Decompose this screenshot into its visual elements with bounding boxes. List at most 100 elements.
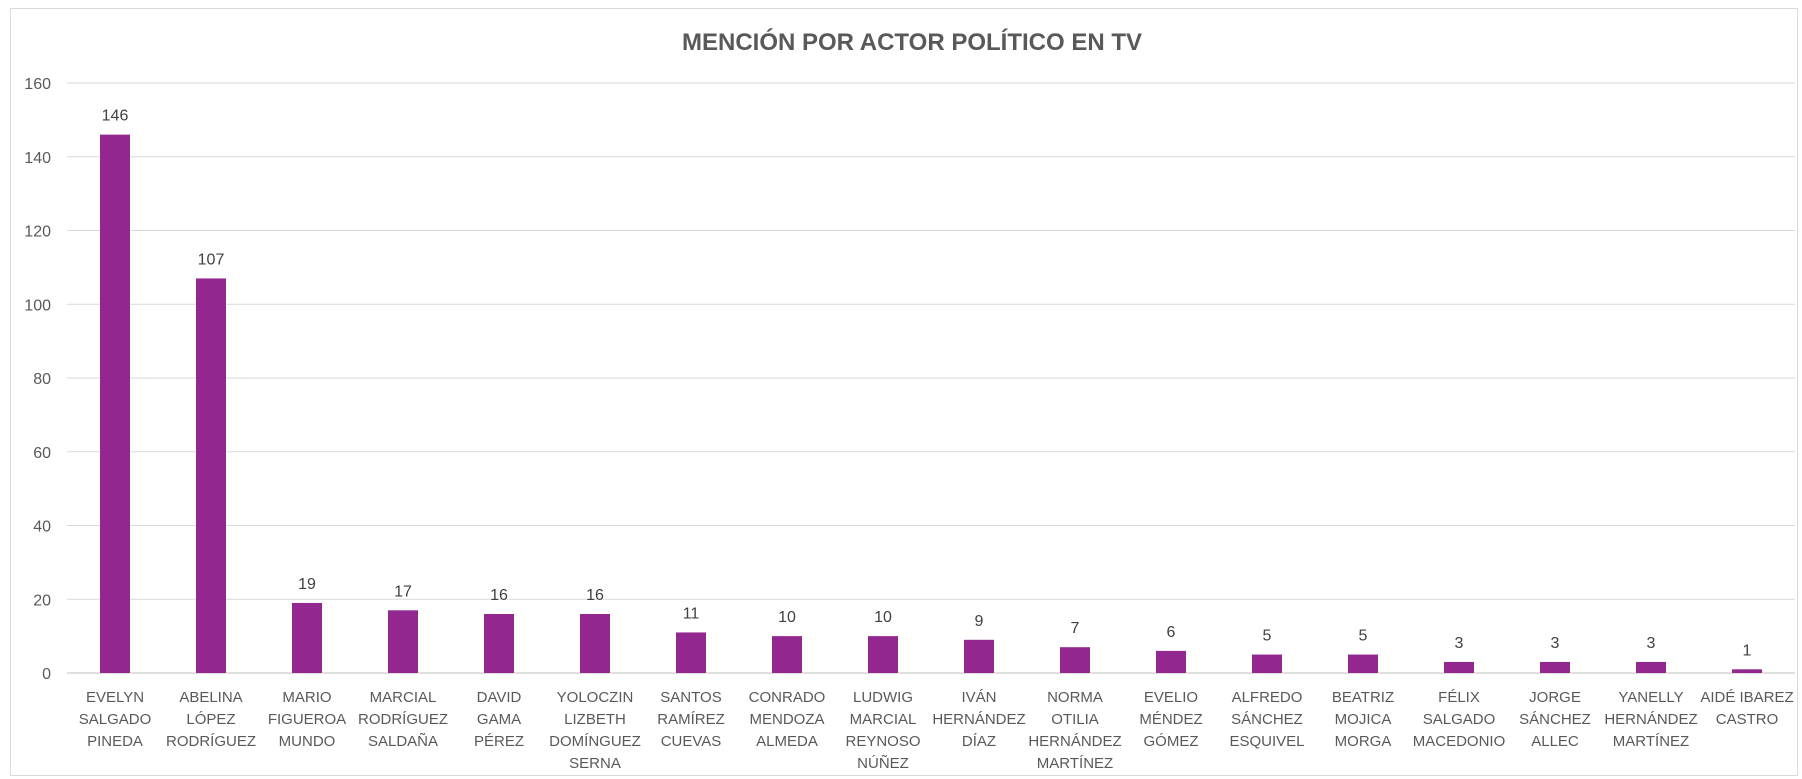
category-label: SANTOS — [660, 689, 721, 706]
category-label: MARCIAL — [850, 711, 917, 728]
category-label: HERNÁNDEZ — [932, 711, 1025, 728]
bar — [964, 639, 994, 673]
category-label: RODRÍGUEZ — [166, 733, 256, 750]
y-tick-label: 140 — [24, 150, 51, 167]
category-label: JORGE — [1529, 689, 1581, 706]
data-label: 3 — [1647, 635, 1656, 652]
category-label: CUEVAS — [661, 733, 722, 750]
bar — [388, 610, 418, 673]
bars — [100, 134, 1762, 673]
bar — [196, 278, 226, 673]
category-label: DÍAZ — [962, 733, 996, 750]
category-label: ABELINA — [179, 689, 242, 706]
data-label: 3 — [1455, 635, 1464, 652]
category-label: REYNOSO — [845, 733, 920, 750]
category-label: LÓPEZ — [186, 711, 235, 728]
gridlines — [67, 82, 1795, 674]
data-label: 6 — [1167, 624, 1176, 641]
data-label: 11 — [683, 605, 700, 622]
y-tick-label: 80 — [33, 371, 51, 388]
category-label: FÉLIX — [1438, 689, 1480, 706]
category-label: LUDWIG — [853, 689, 913, 706]
category-label: RAMÍREZ — [657, 711, 725, 728]
bar — [1060, 647, 1090, 673]
data-label: 1 — [1743, 642, 1752, 659]
category-label: ALMEDA — [756, 733, 818, 750]
bar — [292, 602, 322, 673]
category-label: FIGUEROA — [268, 711, 346, 728]
category-label: SALDAÑA — [368, 733, 438, 750]
bar — [1156, 650, 1186, 673]
category-label: LIZBETH — [564, 711, 626, 728]
category-label: ALFREDO — [1232, 689, 1303, 706]
category-labels: EVELYN SALGADO PINEDA ABELINA LÓPEZ RODRÍGUEZ… — [79, 689, 1794, 772]
y-tick-label: 60 — [33, 445, 51, 462]
data-label: 17 — [394, 583, 412, 600]
bar — [580, 614, 610, 673]
data-label: 10 — [778, 609, 796, 626]
bar — [868, 636, 898, 673]
y-axis-ticks: 0 20 40 60 80 100 120 140 160 — [24, 76, 51, 683]
category-label: DOMÍNGUEZ — [549, 733, 641, 750]
category-label: PINEDA — [87, 733, 143, 750]
category-label: BEATRIZ — [1332, 689, 1394, 706]
category-label: MARTÍNEZ — [1037, 755, 1113, 772]
category-label: SÁNCHEZ — [1519, 711, 1591, 728]
category-label: CASTRO — [1716, 711, 1779, 728]
data-label: 3 — [1551, 635, 1560, 652]
category-label: EVELYN — [86, 689, 144, 706]
y-tick-label: 20 — [33, 592, 51, 609]
y-tick-label: 160 — [24, 76, 51, 93]
data-label: 5 — [1263, 628, 1272, 645]
category-label: ALLEC — [1531, 733, 1579, 750]
category-label: RODRÍGUEZ — [358, 711, 448, 728]
category-label: MÉNDEZ — [1139, 711, 1202, 728]
y-tick-label: 120 — [24, 224, 51, 241]
bar — [1252, 654, 1282, 673]
data-label: 107 — [198, 251, 225, 268]
data-label: 16 — [586, 587, 604, 604]
data-label: 16 — [490, 587, 508, 604]
bar — [1732, 669, 1762, 673]
category-label: MARTÍNEZ — [1613, 733, 1689, 750]
bar — [484, 614, 514, 673]
category-label: PÉREZ — [474, 733, 524, 750]
data-labels: 146 107 19 17 16 16 11 10 10 9 7 6 5 5 3 3 3 1 — [102, 108, 1752, 660]
category-label: HERNÁNDEZ — [1028, 733, 1121, 750]
category-label: OTILIA — [1051, 711, 1099, 728]
y-tick-label: 0 — [42, 666, 51, 683]
y-tick-label: 40 — [33, 519, 51, 536]
bar — [1444, 661, 1474, 673]
data-label: 9 — [975, 613, 984, 630]
category-label: SERNA — [569, 755, 621, 772]
bar — [772, 636, 802, 673]
category-label: MENDOZA — [750, 711, 825, 728]
bar — [100, 134, 130, 673]
category-label: MORGA — [1335, 733, 1392, 750]
category-label: MUNDO — [279, 733, 336, 750]
data-label: 19 — [298, 576, 316, 593]
category-label: DAVID — [477, 689, 522, 706]
category-label: CONRADO — [749, 689, 826, 706]
data-label: 146 — [102, 108, 129, 125]
category-label: AIDÉ IBAREZ — [1700, 689, 1793, 706]
category-label: IVÁN — [961, 689, 996, 706]
bar — [1636, 661, 1666, 673]
category-label: YANELLY — [1618, 689, 1683, 706]
bar — [676, 632, 706, 673]
data-label: 7 — [1071, 620, 1080, 637]
category-label: GAMA — [477, 711, 521, 728]
category-label: MACEDONIO — [1413, 733, 1506, 750]
bar — [1348, 654, 1378, 673]
category-label: YOLOCZIN — [557, 689, 634, 706]
category-label: EVELIO — [1144, 689, 1198, 706]
category-label: GÓMEZ — [1144, 733, 1199, 750]
category-label: NÚÑEZ — [857, 755, 909, 772]
bar — [1540, 661, 1570, 673]
category-label: HERNÁNDEZ — [1604, 711, 1697, 728]
category-label: SALGADO — [79, 711, 152, 728]
chart-title: MENCIÓN POR ACTOR POLÍTICO EN TV — [682, 28, 1142, 56]
category-label: SALGADO — [1423, 711, 1496, 728]
category-label: MOJICA — [1335, 711, 1392, 728]
